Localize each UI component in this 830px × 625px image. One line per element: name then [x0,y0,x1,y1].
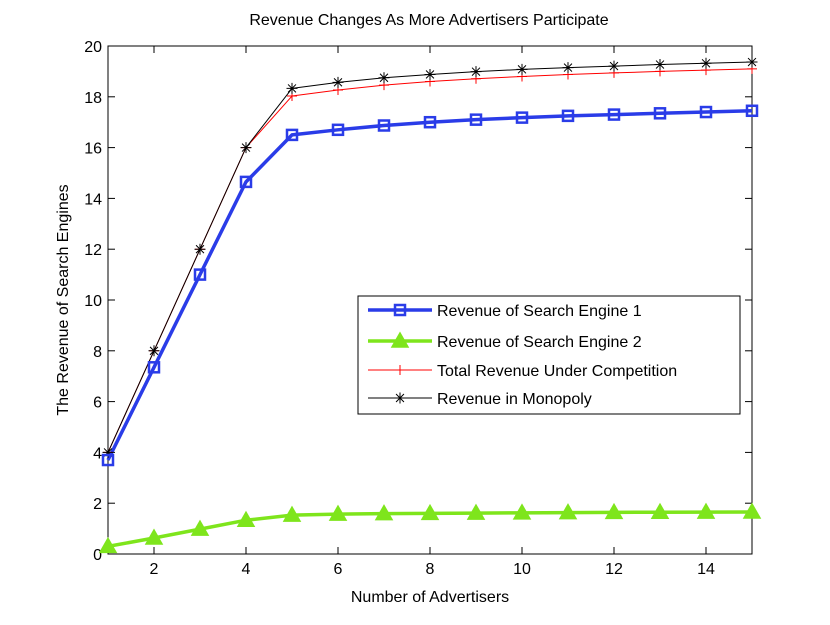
data-point [194,243,206,255]
x-tick-label: 12 [605,561,623,578]
data-point [147,361,161,374]
data-point [423,115,437,129]
data-point [98,536,118,554]
data-point [424,68,436,80]
y-axis-label: The Revenue of Search Engines [55,184,72,415]
x-tick-label: 4 [242,561,251,578]
x-tick-label: 6 [334,561,343,578]
legend-marker [395,365,405,375]
data-point [604,502,624,520]
data-point [286,82,298,94]
data-point [470,66,482,78]
data-point [144,528,164,545]
data-point [516,63,528,75]
data-point [332,76,344,88]
y-tick-label: 0 [93,547,102,564]
data-point [236,510,256,527]
data-point [190,519,210,536]
data-point [512,503,532,520]
data-point [562,62,574,74]
data-point [377,119,391,132]
y-tick-label: 12 [84,242,102,259]
legend-marker [390,331,410,348]
legend-marker [393,303,407,317]
data-point [746,56,758,68]
y-tick-label: 6 [93,395,102,412]
y-tick-label: 2 [93,496,102,513]
data-point [515,111,529,124]
data-point [240,142,252,154]
legend-entry-label: Revenue of Search Engine 2 [437,334,642,351]
legend-marker [394,392,406,404]
data-point [282,505,302,522]
y-tick-label: 18 [84,90,102,107]
legend-box [357,295,741,415]
data-point [102,446,114,458]
x-tick-label: 10 [513,561,531,578]
data-point [328,504,348,521]
y-tick-label: 4 [93,445,102,462]
data-point [374,504,394,521]
axis-ticks: 2 4 6 8 10 12 14 0 2 4 6 8 10 12 14 16 18 20 [84,39,752,578]
chart-title: Revenue Changes As More Advertisers Part… [249,12,608,29]
data-point [558,503,578,520]
data-point [561,109,575,123]
data-point [420,503,440,521]
legend: Revenue of Search Engine 1 Revenue of Sea… [357,295,741,415]
x-axis-label: Number of Advertisers [351,589,509,606]
legend-entry-label: Total Revenue Under Competition [437,363,677,380]
data-point [608,60,620,72]
data-point [700,57,712,69]
data-point [239,175,253,189]
data-point [193,268,207,281]
data-point [378,72,390,84]
data-point [148,345,160,357]
data-point [653,107,667,120]
data-point [285,128,299,142]
data-point [654,59,666,71]
y-tick-label: 16 [84,141,102,158]
data-point [696,502,716,519]
data-point [331,123,345,137]
data-point [607,108,621,121]
series-markers [98,56,762,554]
series-line [106,109,753,461]
y-tick-label: 20 [84,39,102,56]
y-tick-label: 10 [84,293,102,310]
data-point [101,453,115,467]
data-point [742,502,762,519]
y-tick-label: 8 [93,344,102,361]
data-point [699,105,713,119]
legend-entry-label: Revenue in Monopoly [437,391,592,408]
legend-entry-label: Revenue of Search Engine 1 [437,303,642,320]
x-tick-label: 14 [697,561,715,578]
data-point [466,503,486,520]
data-point [650,502,670,519]
data-point [469,113,483,126]
x-tick-label: 2 [150,561,159,578]
x-tick-label: 8 [426,561,435,578]
data-point [745,104,759,118]
y-tick-label: 14 [84,191,102,208]
